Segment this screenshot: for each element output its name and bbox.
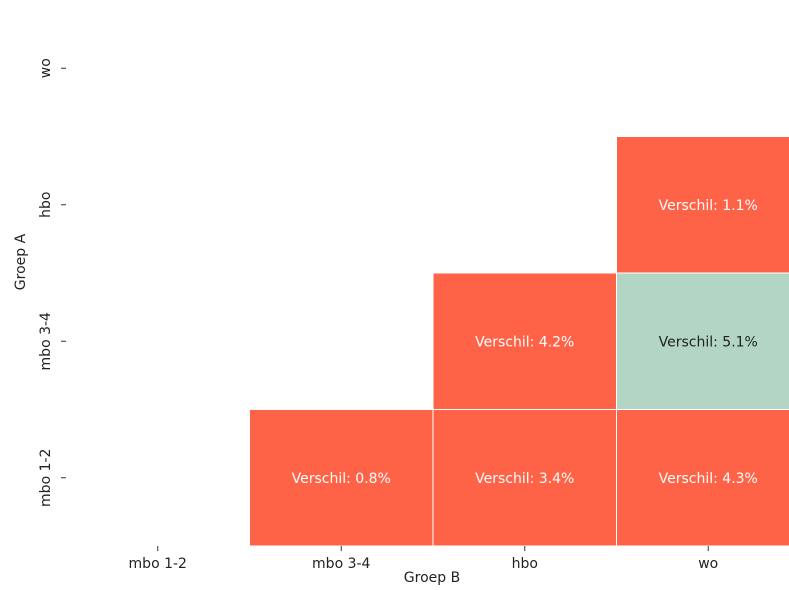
x-axis-label: Groep B xyxy=(404,570,460,586)
cell-value-label: Verschil: 1.1% xyxy=(659,198,758,214)
x-axis-ticks: mbo 1-2 mbo 3-4 hbo wo xyxy=(129,546,719,572)
cell-value-label: Verschil: 3.4% xyxy=(475,471,574,487)
y-tick-label: wo xyxy=(38,58,54,78)
cell-value-label: Verschil: 4.3% xyxy=(659,471,758,487)
x-tick-label: mbo 3-4 xyxy=(312,556,370,572)
cell-value-label: Verschil: 4.2% xyxy=(475,334,574,350)
x-tick-label: hbo xyxy=(512,556,538,572)
cell-value-label: Verschil: 0.8% xyxy=(292,471,391,487)
y-tick-label: mbo 1-2 xyxy=(38,449,54,507)
y-axis-label: Groep A xyxy=(13,233,29,290)
heatmap-cells: Verschil: 0.8% Verschil: 3.4% Verschil: 4.… xyxy=(250,137,789,547)
y-axis-ticks: mbo 1-2 mbo 3-4 hbo wo xyxy=(38,58,66,507)
y-tick-label: mbo 3-4 xyxy=(38,312,54,370)
cell-value-label: Verschil: 5.1% xyxy=(659,334,758,350)
y-tick-label: hbo xyxy=(38,192,54,218)
x-tick-label: wo xyxy=(698,556,718,572)
x-tick-label: mbo 1-2 xyxy=(129,556,187,572)
